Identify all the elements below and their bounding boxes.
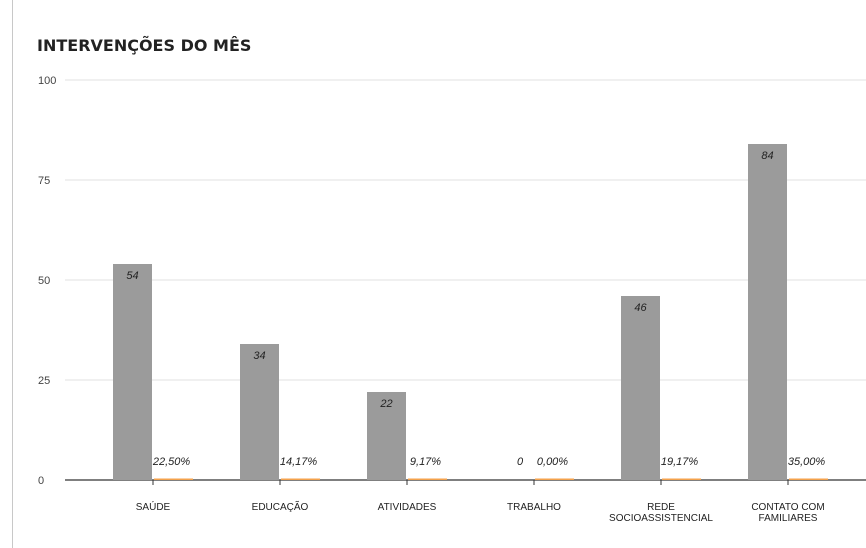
- x-tick-label: SOCIOASSISTENCIAL: [609, 513, 713, 524]
- bar: [748, 144, 787, 480]
- bar: [113, 264, 152, 480]
- panel-left-border: [12, 0, 13, 548]
- bar-value-label: 46: [634, 302, 647, 314]
- bar-value-label: 34: [253, 350, 265, 362]
- bar: [621, 296, 660, 480]
- y-tick-label: 25: [38, 375, 50, 387]
- bar-value-label: 0: [517, 456, 524, 468]
- bar-value-label: 84: [761, 150, 773, 162]
- chart-title: INTERVENÇÕES DO MÊS: [37, 36, 252, 55]
- percent-bar: [662, 478, 701, 480]
- x-tick-label: CONTATO COM: [751, 502, 824, 513]
- percent-value-label: 14,17%: [280, 456, 318, 468]
- y-tick-label: 100: [38, 75, 56, 87]
- bar-value-label: 54: [126, 270, 138, 282]
- percent-value-label: 0,00%: [537, 456, 568, 468]
- y-tick-label: 0: [38, 475, 44, 487]
- bar: [240, 344, 279, 480]
- x-tick-label: SAÚDE: [136, 500, 171, 513]
- percent-value-label: 35,00%: [788, 456, 826, 468]
- x-tick-label: FAMILIARES: [759, 513, 818, 524]
- percent-value-label: 9,17%: [410, 456, 441, 468]
- bar-value-label: 22: [379, 398, 392, 410]
- percent-value-label: 19,17%: [661, 456, 699, 468]
- bar: [367, 392, 406, 480]
- x-tick-label: TRABALHO: [507, 502, 561, 513]
- x-tick-label: REDE: [647, 502, 675, 513]
- x-tick-label: ATIVIDADES: [378, 502, 437, 513]
- percent-value-label: 22,50%: [152, 456, 191, 468]
- x-tick-label: EDUCAÇÃO: [252, 500, 309, 513]
- percent-bar: [789, 478, 828, 480]
- y-tick-label: 75: [38, 175, 50, 187]
- y-tick-label: 50: [38, 275, 50, 287]
- percent-bar: [154, 478, 193, 480]
- percent-bar: [408, 478, 447, 480]
- percent-bar: [281, 478, 320, 480]
- percent-bar: [535, 478, 574, 480]
